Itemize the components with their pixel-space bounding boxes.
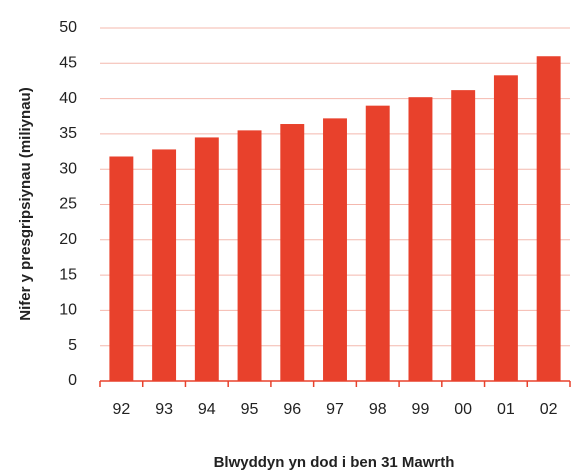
bar	[451, 90, 476, 382]
bar	[536, 56, 561, 382]
x-tick-label: 01	[497, 401, 515, 418]
x-tick-label: 99	[412, 401, 430, 418]
bar	[365, 105, 390, 381]
y-tick-label: 30	[59, 160, 77, 177]
bar	[408, 97, 433, 382]
bar	[280, 124, 305, 382]
y-tick-label: 15	[59, 266, 77, 283]
y-tick-label: 45	[59, 55, 77, 72]
x-tick-label: 95	[241, 401, 259, 418]
x-tick-label: 00	[454, 401, 472, 418]
x-tick-label: 97	[326, 401, 344, 418]
x-tick-label: 96	[283, 401, 301, 418]
y-tick-label: 5	[68, 337, 77, 354]
bar	[493, 75, 518, 381]
bar	[323, 118, 347, 382]
bar	[194, 137, 219, 381]
y-tick-label: 35	[59, 125, 77, 142]
x-tick-label: 98	[369, 401, 387, 418]
y-axis-label: Nifer y presgripsiynau (miliynau)	[17, 87, 34, 320]
x-tick-label: 92	[112, 401, 130, 418]
bar	[109, 156, 134, 381]
x-tick-label: 02	[540, 401, 558, 418]
x-tick-label: 94	[198, 401, 216, 418]
y-tick-label: 10	[59, 302, 77, 319]
y-tick-label: 25	[59, 196, 77, 213]
y-tick-label: 20	[59, 231, 77, 248]
x-axis-label: Blwyddyn yn dod i ben 31 Mawrth	[214, 454, 455, 471]
y-tick-label: 40	[59, 90, 77, 107]
bar	[152, 149, 177, 381]
x-tick-label: 93	[155, 401, 173, 418]
y-tick-label: 0	[68, 372, 77, 389]
bar	[237, 130, 262, 381]
y-tick-label: 50	[59, 19, 77, 36]
